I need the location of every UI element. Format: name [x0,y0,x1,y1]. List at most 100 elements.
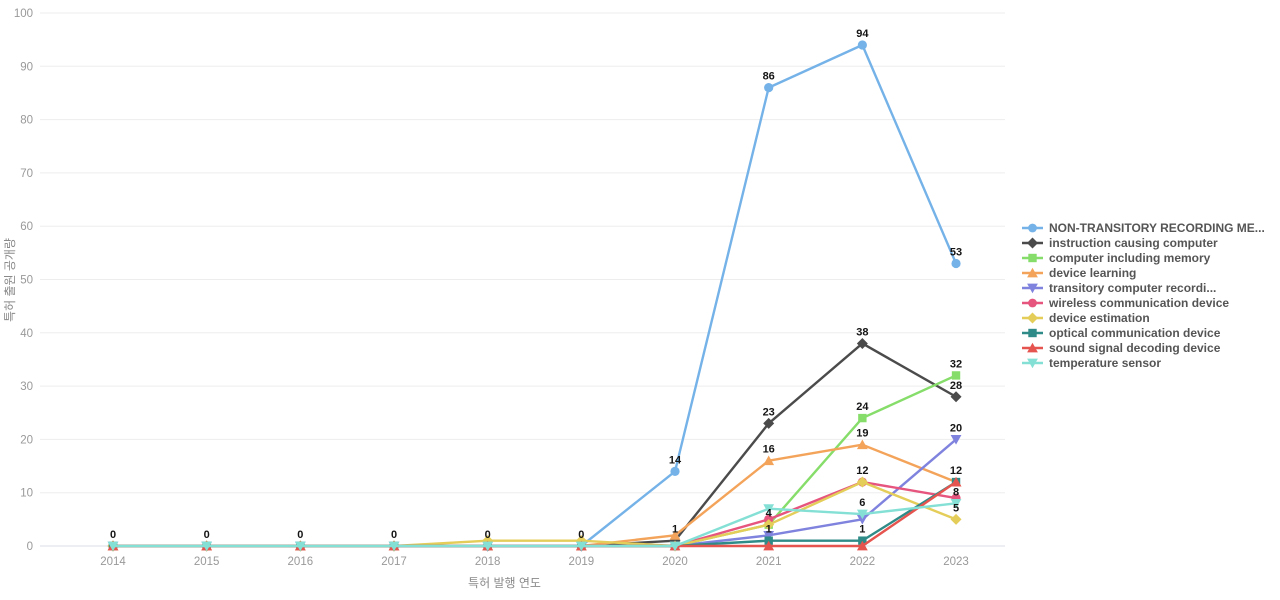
value-label: 6 [859,497,865,509]
data-point-marker-instruction-causing-computer[interactable] [950,391,962,403]
legend-marker-icon [1022,223,1043,233]
value-label: 53 [950,247,962,259]
data-point-marker-temperature-sensor[interactable] [856,509,868,520]
x-tick-label: 2017 [381,556,407,568]
legend-item-temperature-sensor[interactable]: temperature sensor [1021,357,1265,369]
legend-item-instruction-causing-computer[interactable]: instruction causing computer [1021,237,1265,249]
data-point-marker-sound-signal-decoding-device[interactable] [856,540,868,551]
data-point-marker-temperature-sensor[interactable] [388,541,400,552]
legend-item-wireless-communication-device[interactable]: wireless communication device [1021,297,1265,309]
y-tick-label: 80 [20,115,33,127]
legend-marker-icon [1022,328,1043,338]
series-optical-communication-device [108,477,961,551]
legend-item-transitory-computer-recordi[interactable]: transitory computer recordi... [1021,282,1265,294]
y-axis-title: 특허 출원 공개량 [3,238,17,322]
value-label: 38 [856,326,868,338]
x-tick-label: 2019 [569,556,595,568]
data-point-marker-transitory-computer-recordi[interactable] [950,435,962,445]
legend-marker-icon [1022,312,1043,324]
legend-item-label: wireless communication device [1049,296,1230,310]
data-point-marker-sound-signal-decoding-device[interactable] [763,540,775,551]
data-point-marker-non-transitory-recording-me[interactable] [857,40,867,50]
data-point-marker-optical-communication-device[interactable] [764,536,773,545]
value-label: 23 [763,406,775,418]
data-point-marker-device-learning[interactable] [763,455,775,466]
data-point-marker-instruction-causing-computer[interactable] [856,337,868,349]
legend-item-label: NON-TRANSITORY RECORDING ME... [1049,221,1265,235]
legend-item-sound-signal-decoding-device[interactable]: sound signal decoding device [1021,342,1265,354]
legend-item-label: optical communication device [1049,326,1221,340]
data-point-marker-device-estimation[interactable] [763,519,775,531]
y-tick-label: 90 [20,61,33,73]
data-point-marker-temperature-sensor[interactable] [107,541,119,552]
legend-item-label: sound signal decoding device [1049,341,1221,355]
legend-marker-icon [1022,298,1043,308]
legend-item-label: transitory computer recordi... [1049,281,1217,295]
y-tick-label: 60 [20,221,33,233]
data-point-marker-non-transitory-recording-me[interactable] [670,466,680,476]
series-temperature-sensor [107,498,962,552]
y-tick-label: 0 [27,541,33,553]
data-point-marker-computer-including-memory[interactable] [858,413,867,423]
value-label: 14 [669,454,682,466]
series-non-transitory-recording-me [108,40,961,551]
value-label: 0 [578,529,584,541]
y-tick-label: 20 [20,434,33,446]
legend-marker-icon [1022,342,1043,353]
data-point-marker-temperature-sensor[interactable] [482,541,494,552]
y-tick-label: 50 [20,275,33,287]
data-point-marker-sound-signal-decoding-device[interactable] [950,476,962,487]
x-axis-title: 특허 발행 연도 [468,575,541,590]
data-point-marker-temperature-sensor[interactable] [950,498,962,509]
legend-marker-icon [1022,253,1043,263]
value-label: 1 [766,524,772,536]
value-label: 28 [950,380,962,392]
legend-item-label: instruction causing computer [1049,236,1218,250]
data-point-marker-temperature-sensor[interactable] [575,541,587,552]
x-tick-label: 2014 [100,556,126,568]
series-line-temperature-sensor [111,502,958,548]
value-label: 19 [856,428,868,440]
x-tick-label: 2021 [756,556,782,568]
value-label: 86 [763,71,775,83]
value-label: 0 [485,529,491,541]
data-point-marker-instruction-causing-computer[interactable] [763,417,775,429]
y-tick-label: 10 [20,488,33,500]
data-point-marker-temperature-sensor[interactable] [669,541,681,552]
value-label: 0 [204,529,210,541]
value-label: 12 [856,465,868,477]
data-point-marker-transitory-computer-recordi[interactable] [856,514,868,525]
x-tick-label: 2023 [943,556,969,568]
data-point-marker-optical-communication-device[interactable] [858,536,867,545]
chart-legend: NON-TRANSITORY RECORDING ME... instructio… [1021,222,1265,369]
data-point-marker-temperature-sensor[interactable] [201,541,213,552]
data-point-marker-device-learning[interactable] [669,530,681,540]
series-line-instruction-causing-computer [111,342,958,548]
value-label: 94 [856,28,869,40]
legend-item-non-transitory-recording-me[interactable]: NON-TRANSITORY RECORDING ME... [1021,222,1265,234]
x-tick-label: 2018 [475,556,501,568]
legend-item-computer-including-memory[interactable]: computer including memory [1021,252,1265,264]
data-point-marker-device-learning[interactable] [856,439,868,450]
value-label: 32 [950,358,962,370]
legend-item-label: computer including memory [1049,251,1211,265]
y-tick-label: 100 [14,8,33,20]
legend-marker-icon [1022,283,1043,294]
legend-item-optical-communication-device[interactable]: optical communication device [1021,327,1265,339]
value-label: 0 [297,529,303,541]
series-line-non-transitory-recording-me [111,43,958,548]
data-point-marker-device-estimation[interactable] [856,476,868,488]
value-label: 5 [953,502,959,514]
data-point-marker-transitory-computer-recordi[interactable] [763,530,775,541]
data-point-marker-temperature-sensor[interactable] [763,504,775,514]
series-line-optical-communication-device [111,480,958,548]
data-point-marker-non-transitory-recording-me[interactable] [951,258,961,269]
legend-item-device-estimation[interactable]: device estimation [1021,312,1265,324]
data-point-marker-computer-including-memory[interactable] [951,371,961,380]
data-point-marker-device-estimation[interactable] [950,513,962,525]
data-point-marker-non-transitory-recording-me[interactable] [764,83,774,93]
legend-item-device-learning[interactable]: device learning [1021,267,1265,279]
value-label: 0 [110,529,116,541]
data-point-marker-temperature-sensor[interactable] [294,541,306,552]
